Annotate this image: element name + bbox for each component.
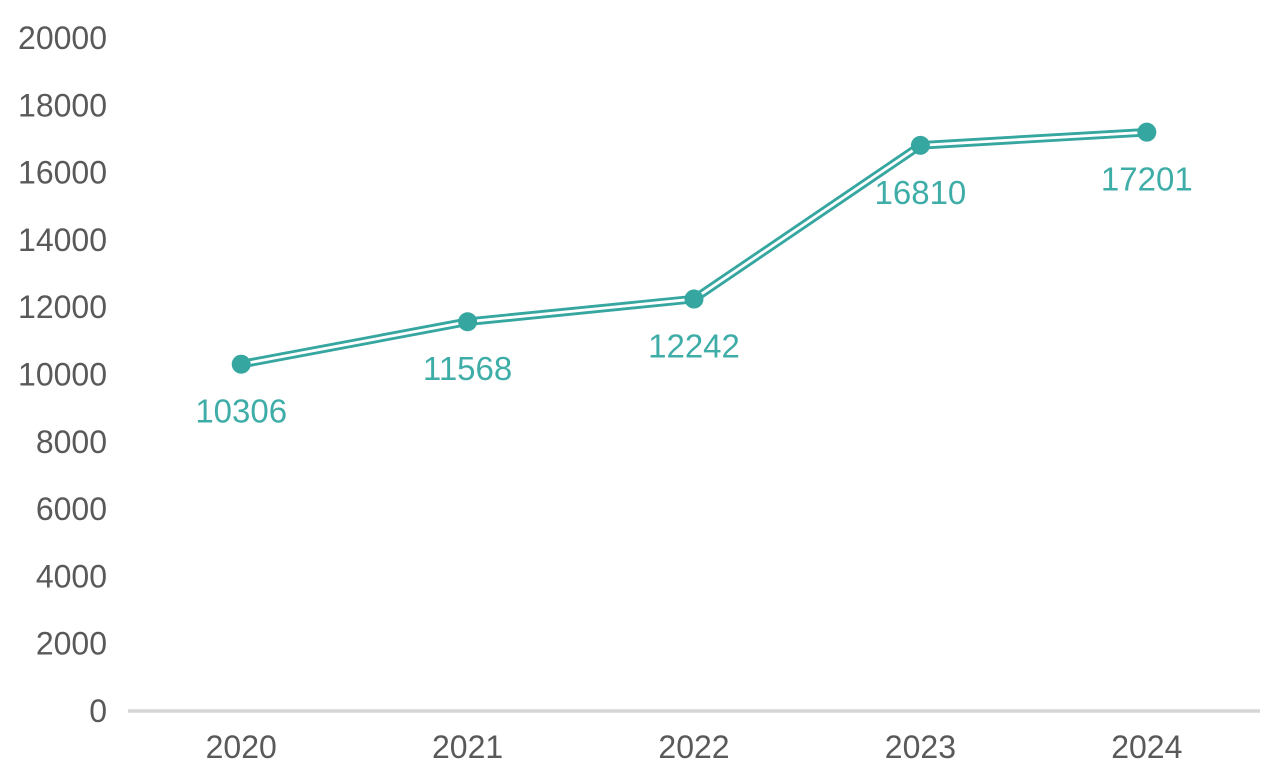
data-point-marker [684,289,704,309]
y-axis-tick-label: 14000 [18,222,107,258]
y-axis-tick-label: 0 [89,693,107,729]
y-axis-tick-label: 20000 [18,20,107,56]
data-point-label: 12242 [648,328,740,365]
data-point-label: 11568 [423,350,512,387]
data-point-label: 16810 [875,174,967,211]
x-axis-tick-label: 2022 [658,729,729,765]
data-point-marker [231,354,251,374]
data-point-label: 17201 [1101,161,1193,198]
data-point-marker [910,135,930,155]
data-point-marker [1137,122,1157,142]
x-axis-tick-label: 2021 [432,729,503,765]
y-axis-tick-label: 18000 [18,87,107,123]
y-axis-tick-label: 12000 [18,289,107,325]
y-axis-tick-label: 8000 [36,424,107,460]
data-point-label: 10306 [195,393,287,430]
x-axis-tick-label: 2020 [206,729,277,765]
x-axis-tick-label: 2024 [1111,729,1182,765]
y-axis-tick-label: 2000 [36,626,107,662]
x-axis-tick-label: 2023 [885,729,956,765]
y-axis-tick-label: 4000 [36,558,107,594]
y-axis-tick-label: 10000 [18,357,107,393]
data-point-marker [458,312,478,332]
y-axis-tick-label: 16000 [18,155,107,191]
y-axis-tick-label: 6000 [36,491,107,527]
